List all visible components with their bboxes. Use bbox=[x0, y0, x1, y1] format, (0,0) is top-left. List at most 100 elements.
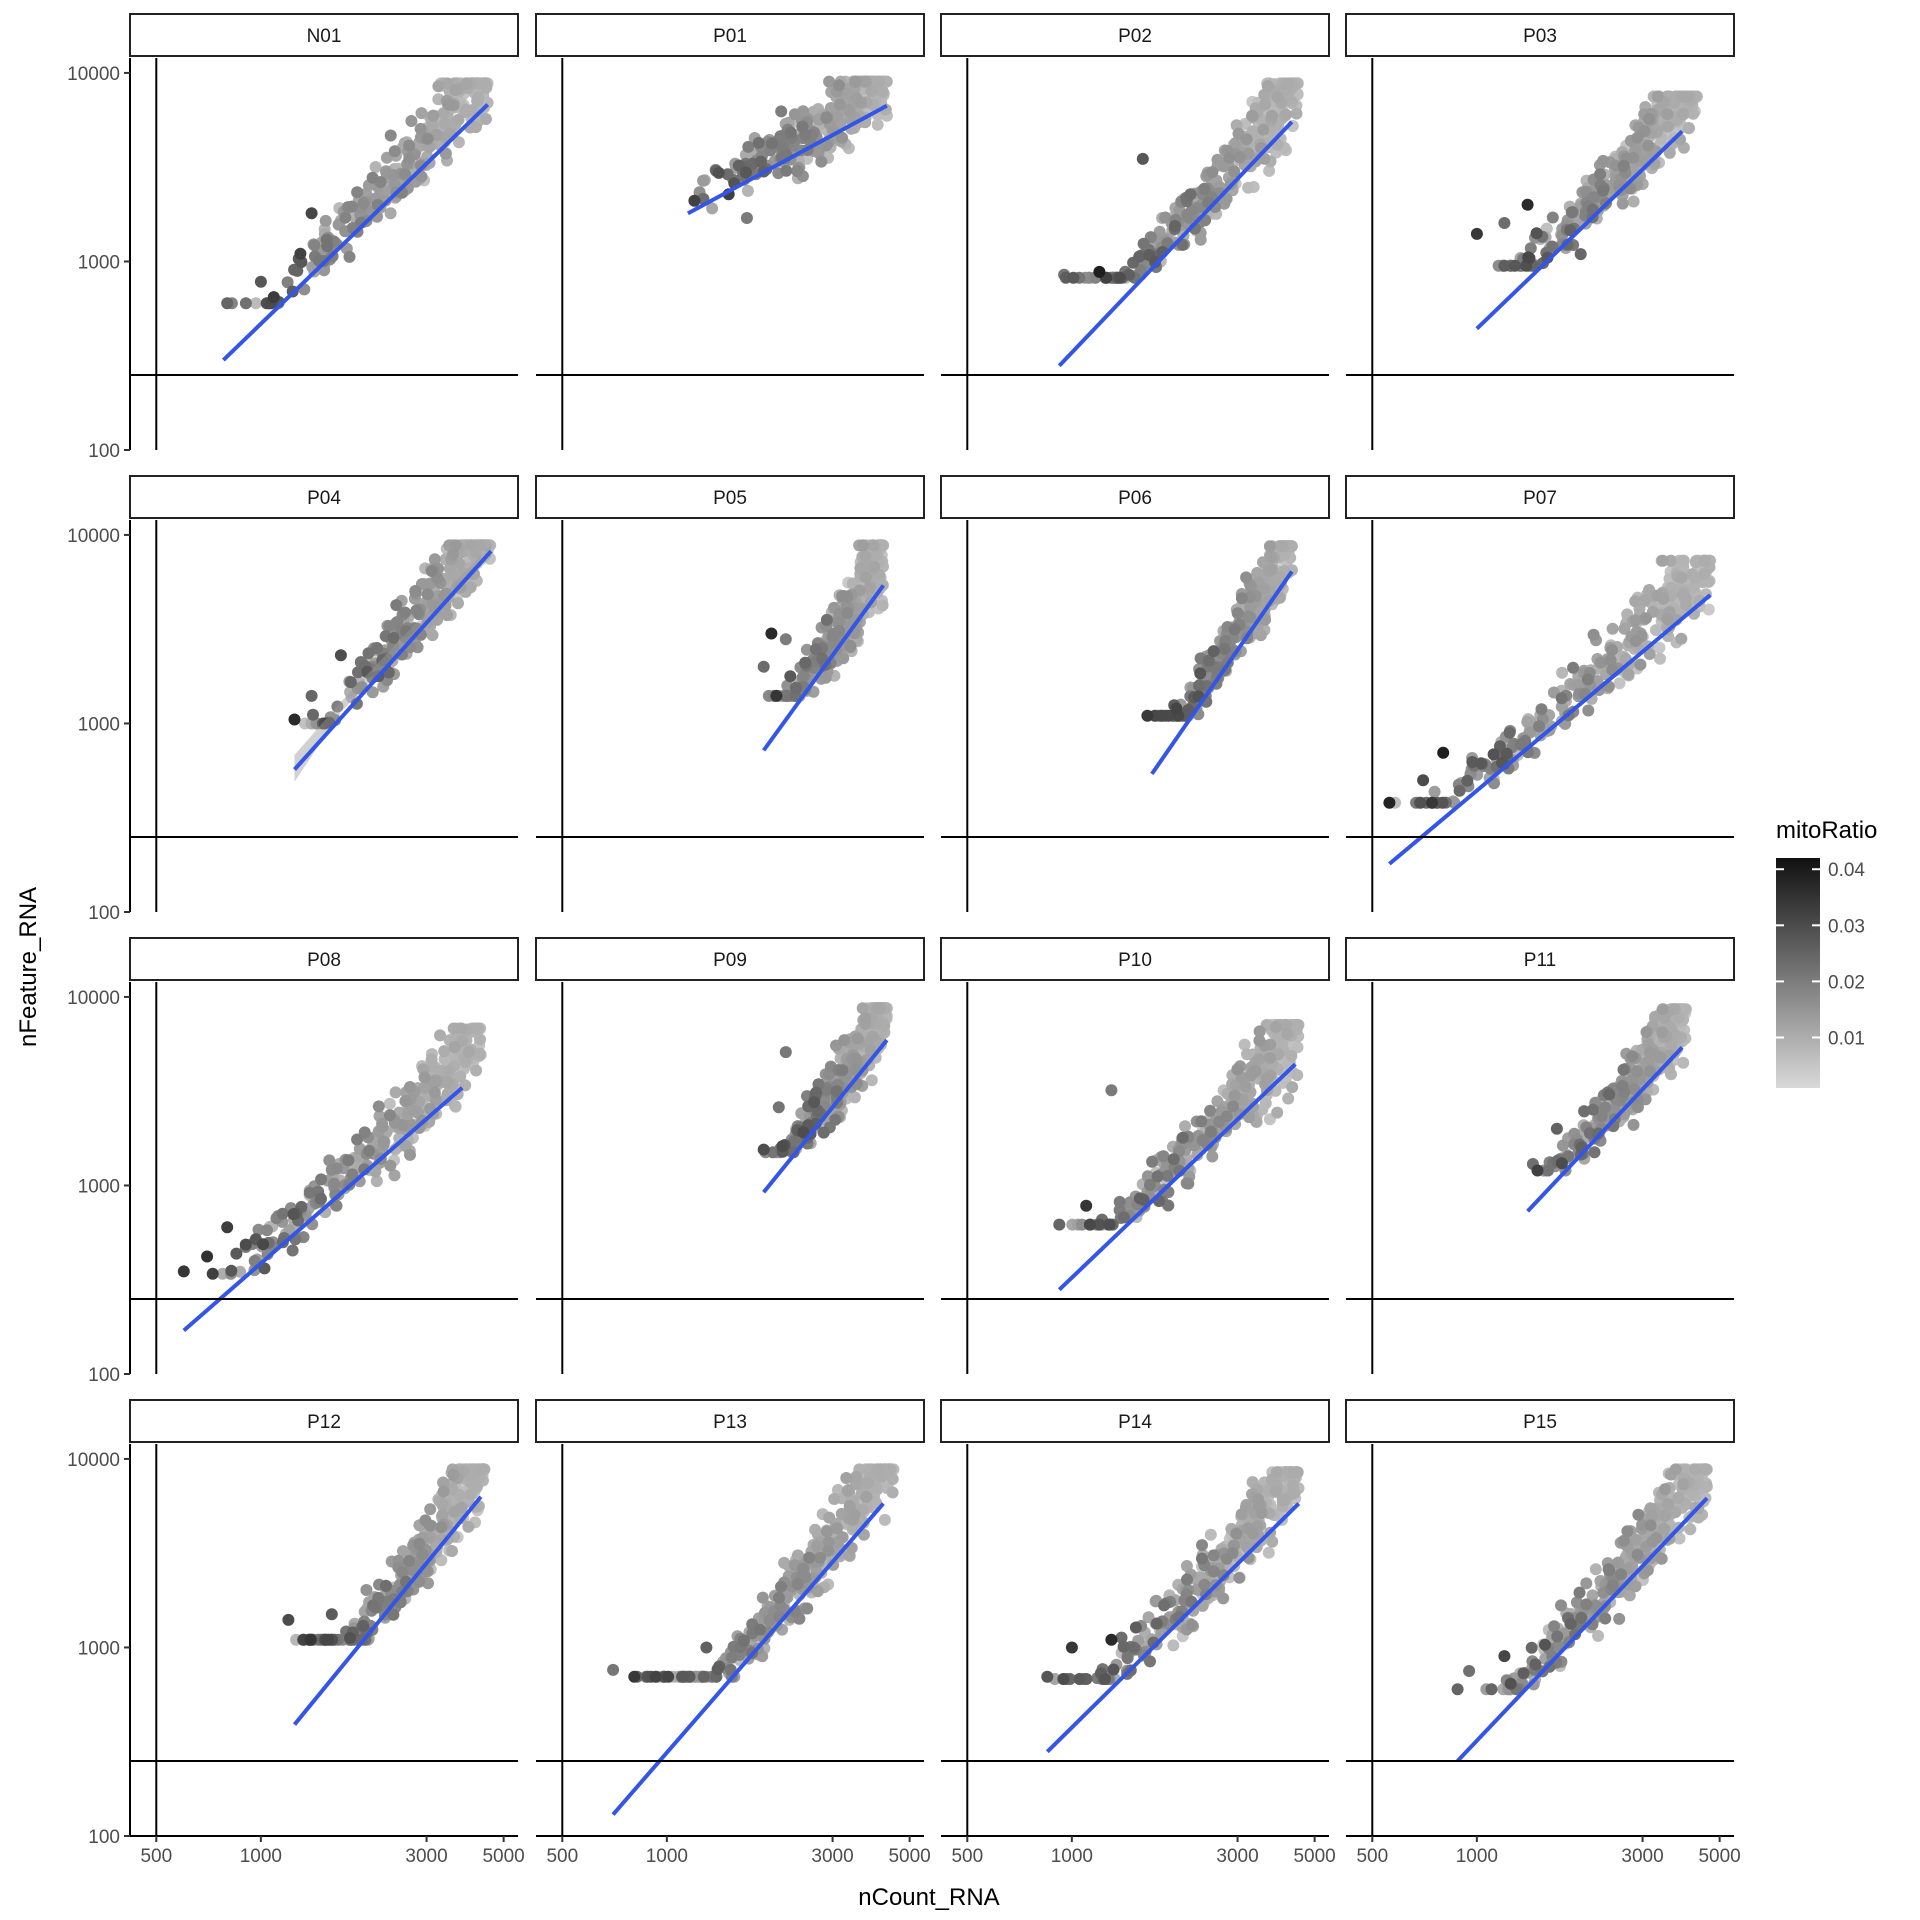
data-point bbox=[357, 197, 370, 210]
data-point bbox=[756, 1591, 769, 1604]
data-point bbox=[754, 155, 767, 168]
data-point bbox=[662, 1670, 675, 1683]
data-point bbox=[1244, 600, 1257, 613]
data-point bbox=[1629, 595, 1642, 608]
data-point bbox=[1191, 1149, 1204, 1161]
data-point bbox=[438, 117, 451, 130]
fit-line bbox=[1057, 1062, 1297, 1292]
facet-strip bbox=[535, 937, 925, 981]
data-point bbox=[1656, 1026, 1669, 1039]
data-point bbox=[1627, 1118, 1640, 1131]
facet-p06: P06 bbox=[940, 475, 1330, 912]
facet-strip bbox=[1345, 13, 1735, 57]
data-point bbox=[331, 700, 344, 713]
data-point bbox=[437, 1476, 450, 1489]
data-point bbox=[358, 1126, 371, 1139]
data-point bbox=[425, 565, 438, 577]
data-point bbox=[376, 654, 389, 667]
data-point bbox=[1638, 594, 1651, 607]
facet-strip bbox=[535, 475, 925, 519]
data-point bbox=[854, 562, 867, 575]
data-point bbox=[1181, 1573, 1193, 1586]
facet-label: P12 bbox=[307, 1412, 341, 1433]
data-point bbox=[239, 1238, 252, 1251]
data-point bbox=[404, 1148, 416, 1161]
data-point bbox=[1206, 166, 1219, 179]
plot-area bbox=[941, 982, 1329, 1374]
data-point bbox=[346, 1168, 359, 1181]
data-point bbox=[387, 631, 400, 644]
data-point bbox=[791, 1578, 804, 1591]
data-point bbox=[379, 1579, 392, 1592]
data-point bbox=[1533, 720, 1545, 733]
data-point bbox=[1291, 1041, 1304, 1054]
data-point bbox=[1187, 1604, 1200, 1617]
data-point bbox=[1521, 715, 1534, 728]
data-point bbox=[1587, 628, 1600, 641]
data-point bbox=[1220, 1552, 1233, 1565]
data-point bbox=[469, 121, 482, 134]
data-point bbox=[688, 194, 701, 207]
data-point bbox=[427, 109, 440, 122]
plot-area bbox=[941, 58, 1329, 450]
data-point bbox=[1698, 567, 1711, 580]
data-point bbox=[449, 1099, 461, 1112]
data-point bbox=[1193, 679, 1206, 692]
data-point bbox=[342, 1154, 355, 1167]
fit-line bbox=[1526, 1046, 1684, 1213]
data-point bbox=[1578, 1105, 1591, 1118]
data-point bbox=[362, 647, 375, 660]
data-point bbox=[820, 111, 833, 124]
data-point bbox=[1233, 151, 1246, 164]
data-point bbox=[809, 643, 822, 656]
data-point bbox=[797, 1126, 810, 1139]
data-point bbox=[1093, 265, 1106, 278]
facet-strip bbox=[535, 1399, 925, 1443]
plot-area bbox=[536, 58, 924, 450]
facet-strip bbox=[940, 937, 1330, 981]
data-point bbox=[366, 171, 379, 184]
plot-area bbox=[130, 58, 518, 450]
data-point bbox=[697, 1670, 710, 1683]
x-tick-label: 500 bbox=[546, 1846, 578, 1867]
data-point bbox=[822, 1544, 835, 1557]
data-point bbox=[841, 607, 854, 619]
data-point bbox=[1263, 164, 1276, 177]
data-point bbox=[294, 247, 307, 260]
data-point bbox=[1246, 1527, 1259, 1540]
data-point bbox=[419, 1514, 432, 1527]
data-point bbox=[700, 1641, 713, 1654]
data-point bbox=[1604, 654, 1617, 667]
data-point bbox=[1654, 1051, 1667, 1064]
data-point bbox=[447, 1469, 460, 1481]
data-point bbox=[1631, 131, 1644, 144]
data-point bbox=[1230, 1527, 1243, 1540]
data-point bbox=[1117, 1640, 1130, 1653]
data-point bbox=[1629, 614, 1642, 627]
data-point bbox=[1262, 1546, 1275, 1559]
data-point bbox=[1650, 624, 1662, 637]
data-point bbox=[330, 1162, 343, 1175]
data-point bbox=[437, 1485, 450, 1498]
data-point bbox=[234, 1265, 247, 1278]
data-point bbox=[721, 168, 734, 181]
data-point bbox=[871, 118, 884, 131]
data-point bbox=[1205, 1125, 1217, 1138]
data-point bbox=[1642, 139, 1655, 152]
data-point bbox=[201, 1250, 214, 1263]
data-point bbox=[1274, 570, 1287, 583]
plot-area bbox=[130, 1444, 518, 1836]
data-point bbox=[1279, 108, 1292, 121]
data-point bbox=[1644, 1046, 1656, 1059]
data-point bbox=[1118, 1211, 1130, 1224]
data-point bbox=[697, 174, 710, 187]
data-point bbox=[865, 85, 878, 98]
data-point bbox=[856, 539, 869, 552]
data-point bbox=[351, 1133, 364, 1146]
data-point bbox=[1098, 1673, 1111, 1685]
data-point bbox=[1067, 271, 1080, 284]
fit-line bbox=[292, 1495, 483, 1726]
data-point bbox=[851, 1032, 864, 1045]
